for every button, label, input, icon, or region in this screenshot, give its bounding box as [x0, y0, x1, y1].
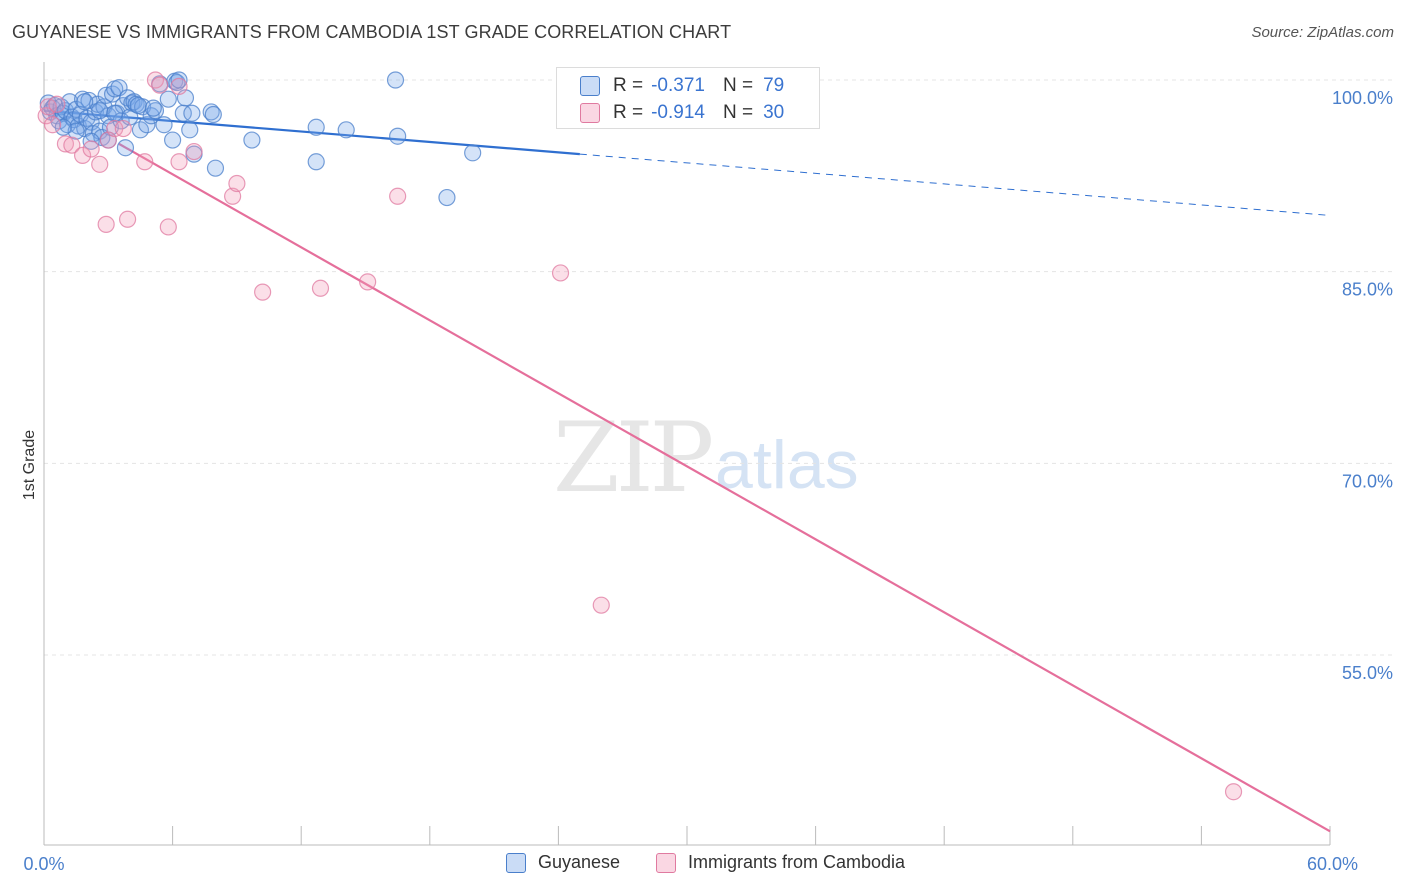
n-value: 79 [763, 75, 785, 96]
r-label: R = [613, 75, 644, 96]
guyanese-point [170, 71, 188, 89]
guyanese-point [243, 131, 261, 149]
r-value: -0.371 [651, 75, 705, 96]
cambodia-point [56, 135, 75, 153]
cambodia-point [389, 187, 407, 205]
guyanese-point [386, 71, 405, 89]
axes [43, 62, 1331, 846]
cambodia-point [118, 210, 137, 228]
cambodia-point [91, 155, 109, 173]
cambodia-point [185, 142, 203, 161]
guyanese-point [183, 104, 201, 122]
bottom-legend: Guyanese Immigrants from Cambodia [0, 852, 1406, 878]
cambodia-point [359, 273, 377, 291]
watermark-atlas: atlas [715, 427, 859, 503]
guyanese-point [438, 188, 456, 207]
cambodia-point [82, 140, 100, 158]
y-tick-label: 55.0% [1342, 663, 1393, 683]
cambodia-trend-line [118, 142, 1331, 833]
source-label: Source: ZipAtlas.com [1251, 24, 1394, 41]
guyanese-point [464, 144, 482, 162]
guyanese-point [144, 99, 162, 117]
legend-swatch-guyanese [506, 852, 526, 873]
n-label: N = [722, 102, 754, 123]
x-tick-label: 0.0% [23, 854, 64, 874]
stats-row-cambodia: R = -0.914 N = 30 [580, 101, 785, 125]
legend-item-guyanese[interactable]: Guyanese [506, 852, 620, 873]
legend-item-cambodia[interactable]: Immigrants from Cambodia [656, 852, 905, 873]
legend-label-guyanese: Guyanese [538, 852, 621, 872]
data-points [37, 71, 1243, 801]
guyanese-point [307, 118, 325, 136]
cambodia-point [136, 153, 154, 171]
n-label: N = [722, 75, 754, 96]
cambodia-point [159, 218, 177, 236]
guyanese-point [181, 121, 199, 139]
cambodia-point [224, 187, 242, 205]
x-tick-label: 60.0% [1307, 854, 1358, 874]
cambodia-point [73, 146, 92, 164]
guyanese-point [307, 153, 325, 171]
guyanese-trend-line [43, 109, 580, 156]
r-value: -0.914 [651, 102, 705, 123]
cambodia-point [48, 95, 66, 113]
cambodia-point [311, 279, 330, 297]
guyanese-point [159, 90, 177, 108]
y-axis-label: 1st Grade [21, 430, 38, 500]
guyanese-point [146, 102, 165, 120]
guyanese-point [97, 86, 115, 104]
cambodia-point [63, 136, 81, 154]
guyanese-point [204, 105, 222, 124]
y-tick-label: 70.0% [1342, 471, 1393, 491]
y-tick-label: 85.0% [1342, 280, 1393, 300]
cambodia-point [43, 116, 62, 134]
cambodia-point [170, 153, 188, 171]
cambodia-point [114, 119, 132, 138]
guyanese-point [155, 116, 173, 134]
cambodia-point [97, 215, 115, 233]
legend-label-cambodia: Immigrants from Cambodia [688, 852, 906, 872]
cambodia-point [551, 264, 570, 282]
chart-title: GUYANESE VS IMMIGRANTS FROM CAMBODIA 1ST… [12, 22, 732, 42]
legend-swatch-cambodia [580, 103, 600, 123]
cambodia-point [170, 77, 188, 95]
cambodia-point [1224, 783, 1243, 801]
stats-row-guyanese: R = -0.371 N = 79 [580, 74, 785, 98]
tick-labels: 100.0% 85.0% 70.0% 55.0% 0.0% 60.0% [23, 88, 1393, 874]
cambodia-point [592, 596, 610, 614]
cambodia-point [254, 283, 272, 301]
gridlines [44, 79, 1394, 656]
guyanese-point [91, 102, 109, 120]
y-tick-label: 100.0% [1332, 88, 1393, 108]
guyanese-point [106, 104, 124, 122]
r-label: R = [613, 102, 644, 123]
guyanese-trend-extension [579, 153, 1331, 216]
guyanese-point [116, 139, 135, 157]
stats-legend: R = -0.371 N = 79 R = -0.914 N = 30 [556, 67, 820, 129]
guyanese-point [164, 131, 182, 149]
legend-swatch-cambodia [656, 852, 676, 873]
guyanese-point [206, 159, 225, 177]
n-value: 30 [763, 102, 785, 123]
watermark-zip: ZIP [553, 402, 714, 514]
guyanese-point [138, 116, 156, 134]
guyanese-point [73, 90, 92, 108]
guyanese-point [54, 118, 72, 136]
guyanese-point [129, 96, 147, 115]
guyanese-point [337, 121, 355, 139]
guyanese-point [202, 103, 220, 121]
guyanese-point [389, 127, 407, 145]
guyanese-point [76, 93, 94, 111]
cambodia-point [228, 174, 246, 193]
legend-swatch-guyanese [580, 76, 600, 96]
trend-lines [43, 109, 1331, 833]
cambodia-point [151, 76, 169, 94]
